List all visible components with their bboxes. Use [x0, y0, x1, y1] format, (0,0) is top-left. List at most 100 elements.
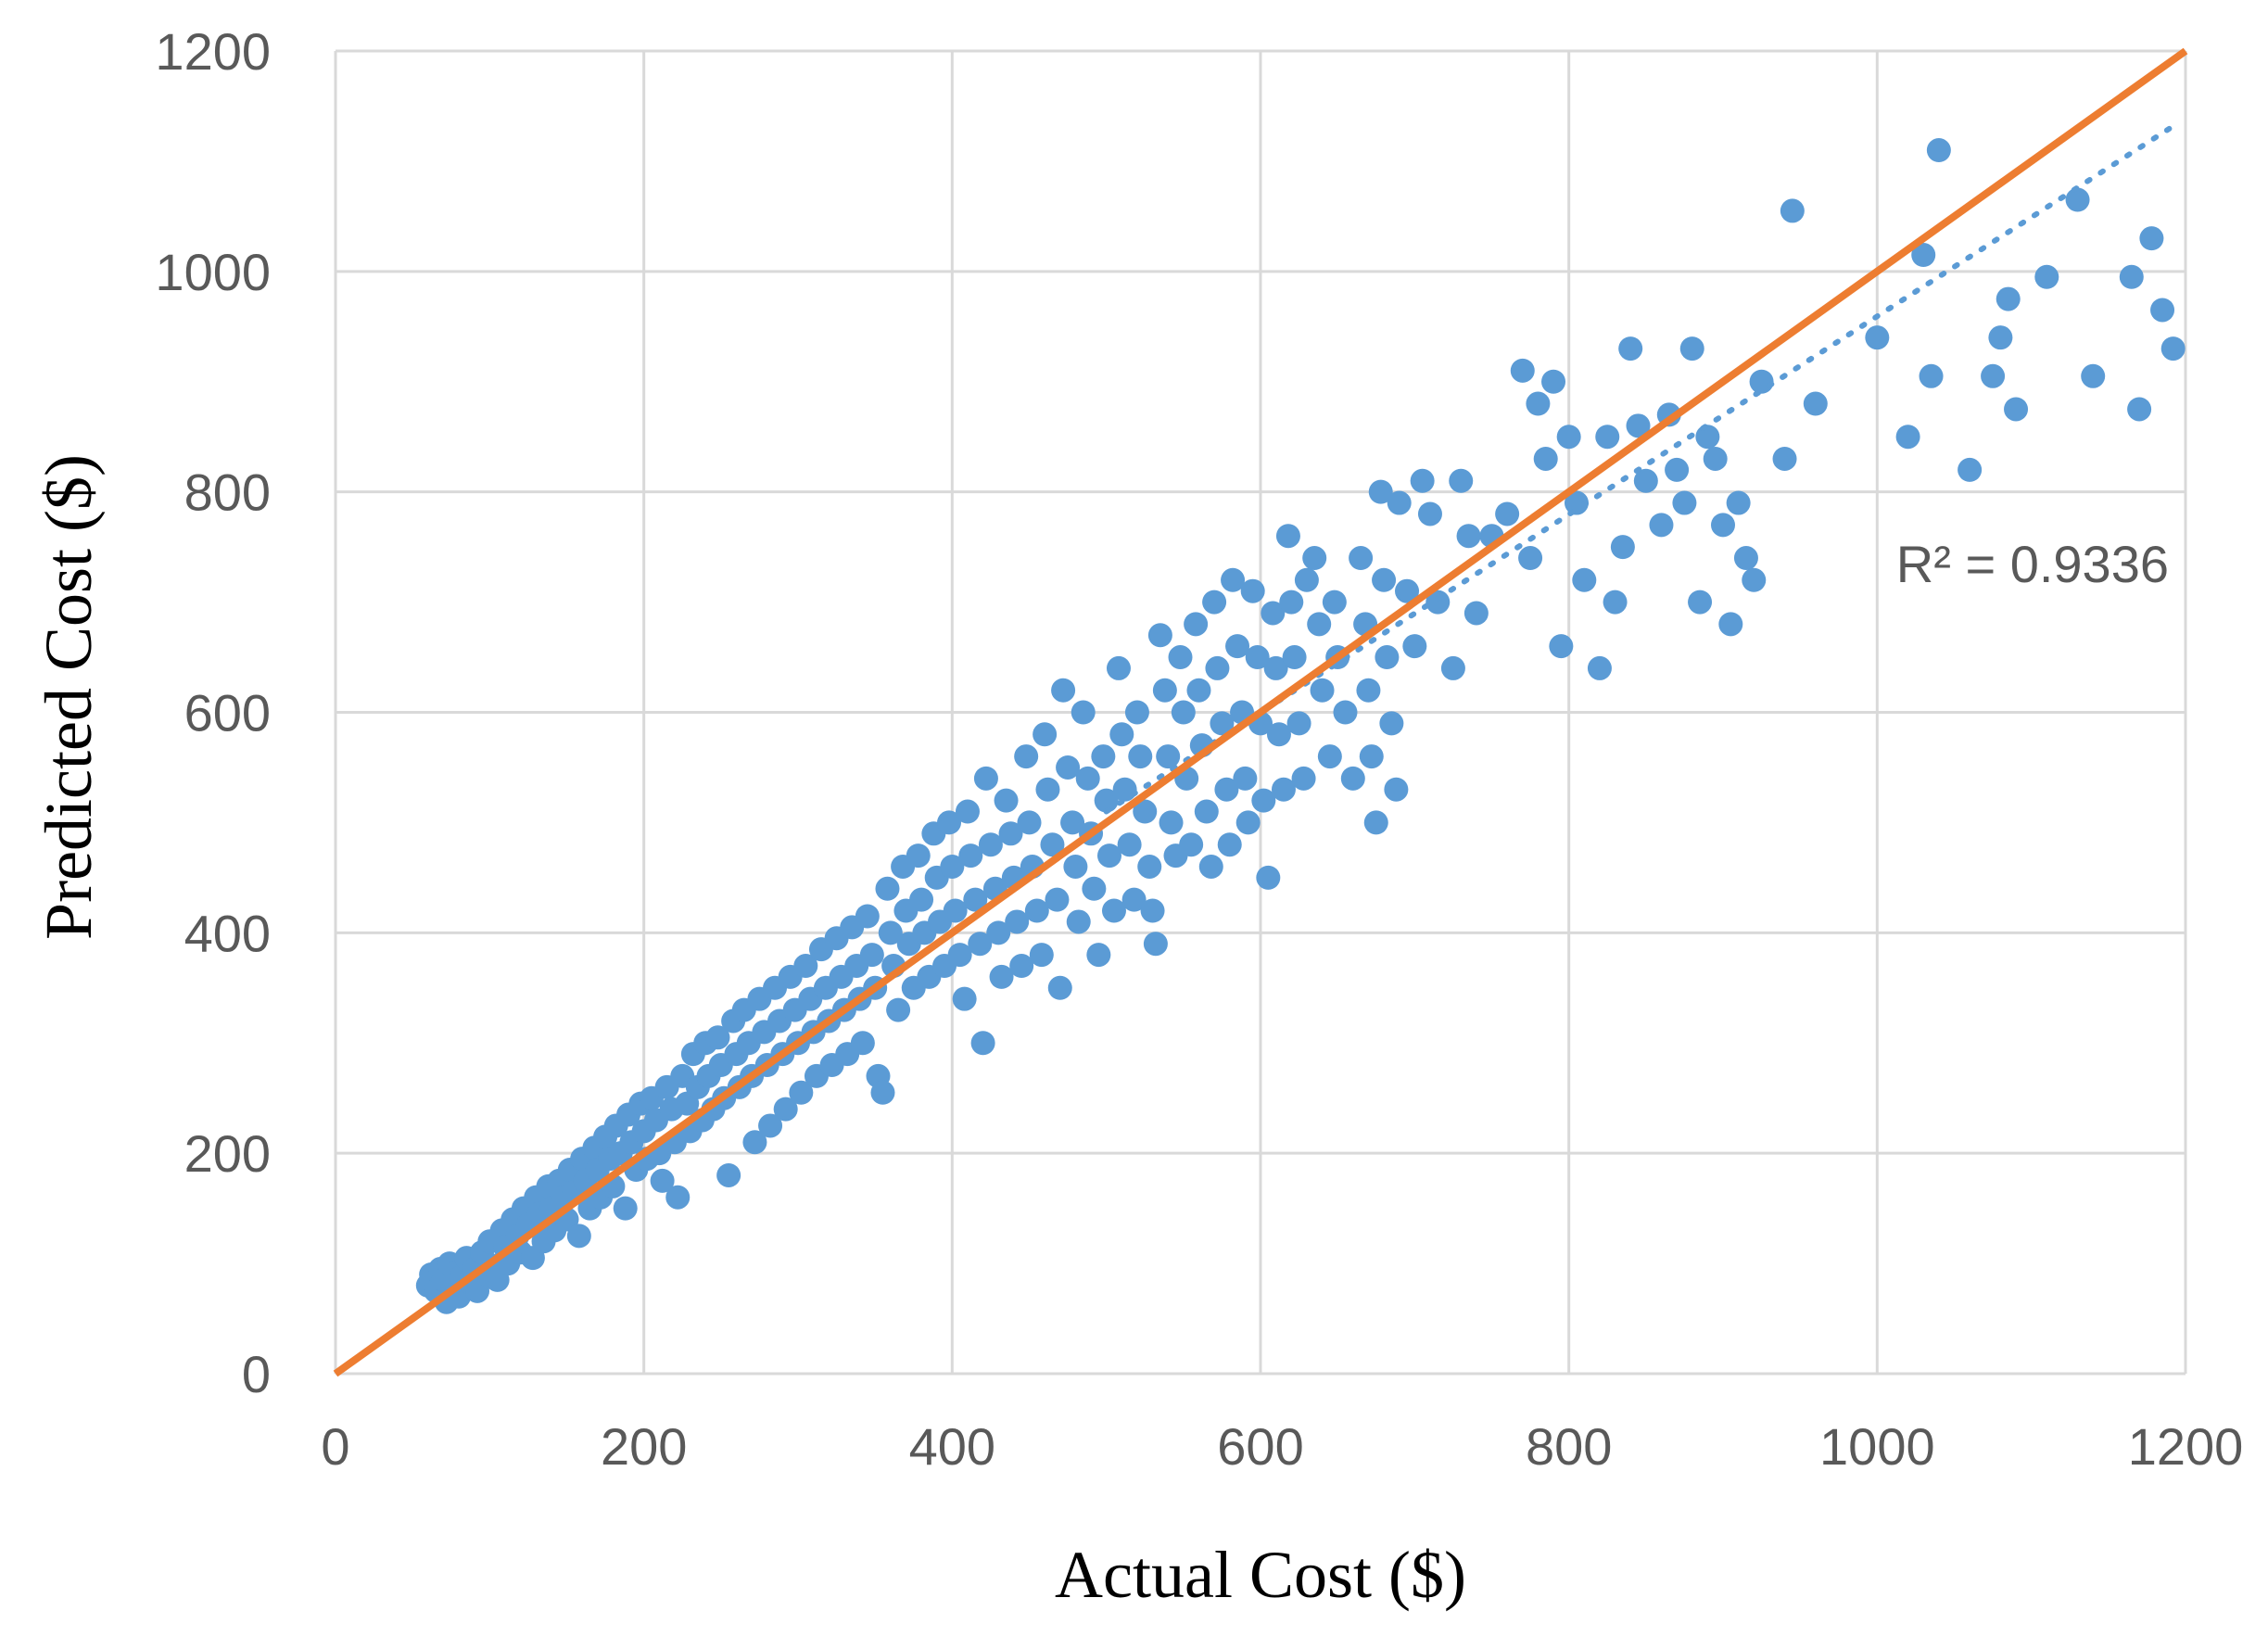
data-point: [1056, 755, 1081, 780]
y-tick-label: 1200: [155, 22, 271, 81]
data-point: [2127, 397, 2152, 422]
data-point: [2160, 336, 2186, 361]
data-point: [1096, 843, 1121, 869]
data-point: [1263, 655, 1288, 680]
data-point: [1286, 711, 1311, 736]
data-point: [1017, 810, 1042, 835]
x-tick-label: 800: [1526, 1417, 1612, 1476]
data-point: [2004, 397, 2029, 422]
data-point: [1245, 645, 1270, 670]
data-point: [870, 1080, 895, 1105]
data-point: [978, 832, 1003, 857]
data-point: [998, 821, 1023, 846]
data-point: [1256, 865, 1281, 890]
data-point: [1733, 546, 1758, 571]
data-point: [1410, 468, 1435, 493]
y-tick-label: 400: [184, 904, 271, 962]
data-point: [1564, 490, 1589, 515]
data-point: [1375, 645, 1400, 670]
data-point: [1271, 777, 1296, 802]
data-point: [1094, 788, 1119, 813]
data-point: [1865, 325, 1890, 350]
data-point: [1186, 678, 1211, 703]
data-point: [1981, 363, 2006, 388]
data-point: [1395, 578, 1420, 603]
data-point: [1235, 810, 1261, 835]
data-point: [963, 887, 988, 912]
data-point: [566, 1224, 591, 1249]
data-point: [1703, 446, 1728, 471]
identity-line: [333, 47, 2188, 1377]
data-point: [1279, 590, 1304, 615]
data-point: [705, 1025, 730, 1050]
data-point: [1198, 854, 1223, 879]
data-point: [1895, 425, 1920, 450]
data-point: [1387, 490, 1412, 515]
data-point: [970, 1031, 995, 1056]
data-point: [1063, 854, 1088, 879]
data-point: [2065, 187, 2090, 212]
y-axis-title: Predicted Cost ($): [32, 454, 106, 940]
x-tick-label: 1200: [2128, 1417, 2244, 1476]
data-point: [1143, 932, 1168, 957]
data-point: [1425, 590, 1451, 615]
data-point: [1633, 468, 1658, 493]
data-point: [793, 954, 818, 979]
data-point: [1045, 887, 1070, 912]
data-point: [1402, 634, 1427, 659]
data-point: [859, 943, 884, 968]
data-point: [1726, 490, 1751, 515]
data-point: [716, 1162, 741, 1187]
data-point: [906, 843, 931, 869]
data-point: [1718, 612, 1743, 637]
data-point: [1595, 425, 1620, 450]
data-point: [1210, 711, 1235, 736]
data-point: [958, 843, 983, 869]
data-point: [1168, 645, 1193, 670]
x-tick-label: 600: [1217, 1417, 1303, 1476]
data-point: [1533, 446, 1558, 471]
data-point: [1780, 198, 1805, 223]
data-point: [1275, 524, 1300, 549]
data-point: [1626, 413, 1651, 438]
data-point: [1322, 590, 1347, 615]
data-point: [1137, 854, 1162, 879]
data-point: [1075, 766, 1100, 791]
data-point: [1082, 876, 1107, 901]
data-point: [1109, 722, 1134, 747]
data-point: [1047, 975, 1072, 1000]
data-point: [1440, 655, 1465, 680]
data-point: [1610, 535, 1635, 560]
data-point: [1356, 678, 1381, 703]
data-point: [1672, 490, 1697, 515]
data-point: [1649, 513, 1674, 538]
data-point: [1040, 832, 1065, 857]
data-point: [986, 920, 1011, 945]
data-point: [1495, 501, 1520, 526]
data-point: [909, 887, 934, 912]
data-point: [1060, 810, 1085, 835]
data-point: [1384, 777, 1409, 802]
data-point: [1261, 601, 1286, 626]
data-point: [1225, 634, 1250, 659]
data-point: [1121, 887, 1147, 912]
trendline: [1103, 125, 2173, 815]
x-axis-title: Actual Cost ($): [1055, 1538, 1466, 1612]
data-point: [1749, 369, 1774, 394]
data-point: [1240, 578, 1265, 603]
data-point: [1221, 567, 1246, 592]
data-point: [1618, 336, 1643, 361]
data-point: [1202, 590, 1227, 615]
data-point: [1266, 722, 1291, 747]
data-point: [1066, 909, 1091, 934]
data-point: [650, 1168, 675, 1193]
data-point: [1179, 832, 1204, 857]
data-point: [989, 964, 1014, 989]
data-point: [1587, 655, 1612, 680]
data-point: [1133, 799, 1158, 824]
data-point: [1772, 446, 1797, 471]
data-point: [2139, 226, 2164, 251]
data-point: [1456, 524, 1481, 549]
data-point: [1372, 567, 1397, 592]
data-point: [1518, 546, 1543, 571]
